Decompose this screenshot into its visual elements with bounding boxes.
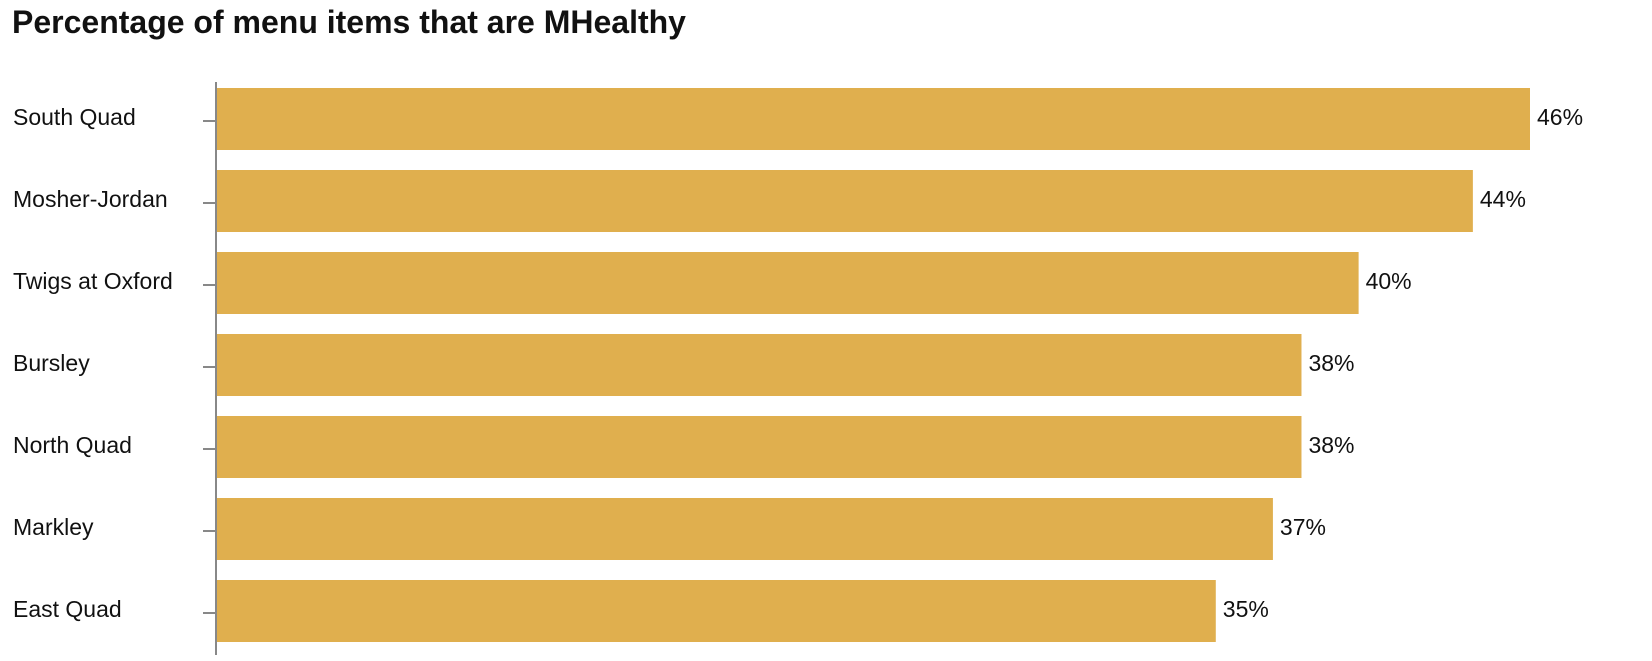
chart-title: Percentage of menu items that are MHealt… xyxy=(12,4,686,40)
value-label: 38% xyxy=(1308,432,1354,458)
value-label: 37% xyxy=(1280,514,1326,540)
bar-twigs-at-oxford xyxy=(216,252,1359,314)
category-label: Twigs at Oxford xyxy=(13,268,173,294)
value-label: 44% xyxy=(1480,186,1526,212)
y-axis xyxy=(203,82,217,655)
bar-east-quad xyxy=(216,580,1216,642)
value-label: 35% xyxy=(1223,596,1269,622)
value-label: 40% xyxy=(1366,268,1412,294)
labels-layer: South Quad 46% Mosher-Jordan 44% Twigs at Ox… xyxy=(13,104,1583,622)
category-label: North Quad xyxy=(13,432,132,458)
category-label: East Quad xyxy=(13,596,122,622)
value-label: 46% xyxy=(1537,104,1583,130)
category-label: Mosher-Jordan xyxy=(13,186,168,212)
bars-layer xyxy=(216,88,1530,642)
bar-north-quad xyxy=(216,416,1302,478)
category-label: Bursley xyxy=(13,350,90,376)
bar-mosher-jordan xyxy=(216,170,1473,232)
value-label: 38% xyxy=(1308,350,1354,376)
category-label: South Quad xyxy=(13,104,136,130)
bar-bursley xyxy=(216,334,1302,396)
bar-south-quad xyxy=(216,88,1530,150)
bar-markley xyxy=(216,498,1273,560)
category-label: Markley xyxy=(13,514,94,540)
